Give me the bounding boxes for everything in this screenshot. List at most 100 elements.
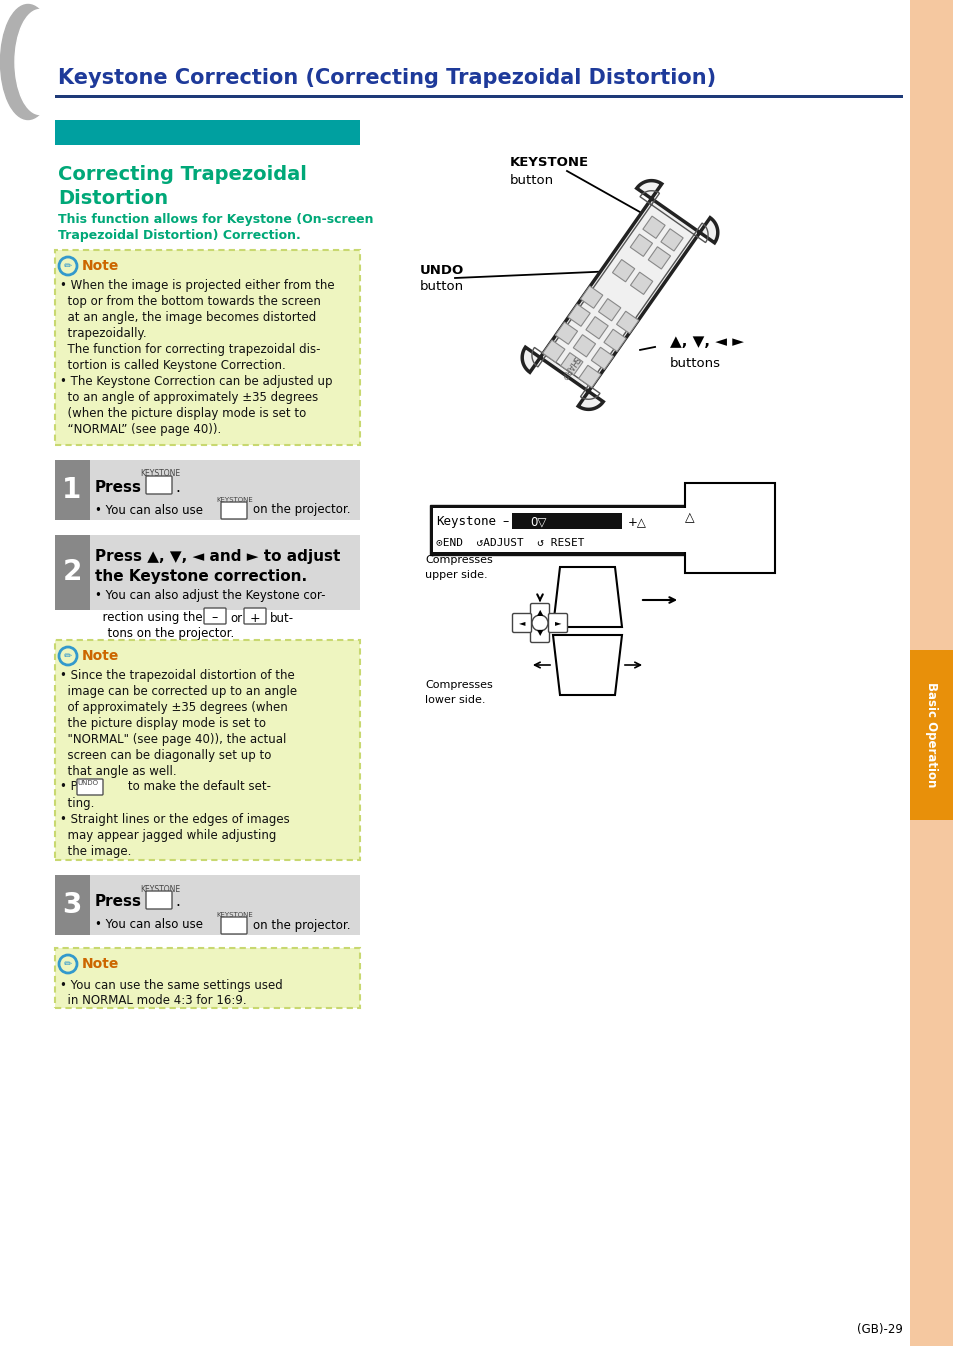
Text: Keystone: Keystone xyxy=(436,516,496,529)
Polygon shape xyxy=(630,272,652,295)
Text: 1: 1 xyxy=(62,476,82,503)
Polygon shape xyxy=(630,234,652,257)
Polygon shape xyxy=(580,285,602,308)
Text: 3: 3 xyxy=(62,891,82,919)
FancyBboxPatch shape xyxy=(55,948,359,1008)
Text: 0▽: 0▽ xyxy=(530,516,546,529)
Text: Press: Press xyxy=(95,895,142,910)
Text: in NORMAL mode 4:3 for 16:9.: in NORMAL mode 4:3 for 16:9. xyxy=(60,995,247,1008)
Text: of approximately ±35 degrees (when: of approximately ±35 degrees (when xyxy=(60,700,288,713)
Text: • Press       to make the default set-: • Press to make the default set- xyxy=(60,781,271,794)
Text: button: button xyxy=(419,280,464,293)
Ellipse shape xyxy=(15,9,65,114)
Text: ✏: ✏ xyxy=(64,958,72,969)
Text: Basic Operation: Basic Operation xyxy=(924,682,938,787)
Bar xyxy=(55,875,90,935)
Bar xyxy=(684,483,774,573)
Text: This function allows for Keystone (On-screen: This function allows for Keystone (On-sc… xyxy=(58,214,374,226)
FancyBboxPatch shape xyxy=(55,639,359,860)
Polygon shape xyxy=(612,260,634,281)
FancyBboxPatch shape xyxy=(146,476,172,494)
Polygon shape xyxy=(591,347,613,370)
Text: UNDO: UNDO xyxy=(77,779,98,786)
Text: –: – xyxy=(502,516,509,529)
Polygon shape xyxy=(642,217,664,238)
Text: ▲: ▲ xyxy=(537,608,542,618)
Text: Compresses: Compresses xyxy=(424,680,493,690)
Text: on the projector.: on the projector. xyxy=(253,918,350,931)
Text: the image.: the image. xyxy=(60,844,132,857)
Text: +: + xyxy=(250,611,260,625)
Text: –: – xyxy=(212,611,218,625)
Text: Note: Note xyxy=(82,957,119,970)
Text: .: . xyxy=(174,479,180,494)
Polygon shape xyxy=(578,365,600,388)
Text: KEYSTONE: KEYSTONE xyxy=(140,470,180,478)
Text: or: or xyxy=(230,611,242,625)
Polygon shape xyxy=(542,341,564,362)
Text: but-: but- xyxy=(270,611,294,625)
Bar xyxy=(55,534,359,610)
Text: may appear jagged while adjusting: may appear jagged while adjusting xyxy=(60,829,276,841)
FancyBboxPatch shape xyxy=(530,603,549,622)
Text: top or from the bottom towards the screen: top or from the bottom towards the scree… xyxy=(60,295,320,307)
Text: Press ▲, ▼, ◄ and ► to adjust: Press ▲, ▼, ◄ and ► to adjust xyxy=(95,549,340,564)
Text: △: △ xyxy=(684,511,694,525)
Text: The function for correcting trapezoidal dis-: The function for correcting trapezoidal … xyxy=(60,342,320,355)
Text: ▼: ▼ xyxy=(537,629,542,638)
Polygon shape xyxy=(555,322,577,345)
Text: to an angle of approximately ±35 degrees: to an angle of approximately ±35 degrees xyxy=(60,390,318,404)
Text: (when the picture display mode is set to: (when the picture display mode is set to xyxy=(60,406,306,420)
Bar xyxy=(909,0,953,1346)
Text: upper side.: upper side. xyxy=(424,569,487,580)
Text: "NORMAL" (see page 40)), the actual: "NORMAL" (see page 40)), the actual xyxy=(60,732,286,746)
Text: • Straight lines or the edges of images: • Straight lines or the edges of images xyxy=(60,813,290,825)
Text: screen can be diagonally set up to: screen can be diagonally set up to xyxy=(60,748,271,762)
Text: the picture display mode is set to: the picture display mode is set to xyxy=(60,716,266,730)
Polygon shape xyxy=(648,246,670,269)
Text: trapezoidally.: trapezoidally. xyxy=(60,327,147,339)
FancyBboxPatch shape xyxy=(221,502,247,520)
Text: Compresses: Compresses xyxy=(424,555,493,565)
Bar xyxy=(55,534,90,610)
Text: at an angle, the image becomes distorted: at an angle, the image becomes distorted xyxy=(60,311,315,323)
Circle shape xyxy=(532,615,547,631)
Text: buttons: buttons xyxy=(669,358,720,370)
Text: • You can also use: • You can also use xyxy=(95,503,203,517)
Polygon shape xyxy=(560,353,582,376)
Bar xyxy=(55,120,359,145)
Polygon shape xyxy=(660,229,682,250)
Text: KEYSTONE: KEYSTONE xyxy=(510,156,589,170)
Text: (GB)-29: (GB)-29 xyxy=(856,1323,902,1337)
FancyBboxPatch shape xyxy=(244,608,266,625)
Text: ✏: ✏ xyxy=(64,651,72,661)
Text: tons on the projector.: tons on the projector. xyxy=(100,626,234,639)
Polygon shape xyxy=(598,299,620,320)
Polygon shape xyxy=(521,180,717,409)
Bar xyxy=(433,507,697,552)
Bar xyxy=(55,460,359,520)
Text: • You can also use: • You can also use xyxy=(95,918,203,931)
Text: ✏: ✏ xyxy=(64,261,72,271)
FancyBboxPatch shape xyxy=(55,250,359,446)
Bar xyxy=(55,875,359,935)
Polygon shape xyxy=(585,316,608,339)
FancyBboxPatch shape xyxy=(204,608,226,625)
Text: image can be corrected up to an angle: image can be corrected up to an angle xyxy=(60,685,296,697)
Text: • You can also adjust the Keystone cor-: • You can also adjust the Keystone cor- xyxy=(95,588,325,602)
Text: +△: +△ xyxy=(627,516,646,529)
Text: lower side.: lower side. xyxy=(424,695,485,705)
FancyBboxPatch shape xyxy=(77,779,103,795)
FancyBboxPatch shape xyxy=(221,917,247,934)
Text: .: . xyxy=(174,895,180,910)
Polygon shape xyxy=(553,635,621,695)
Text: on the projector.: on the projector. xyxy=(253,503,350,517)
Polygon shape xyxy=(573,335,595,357)
FancyBboxPatch shape xyxy=(146,891,172,909)
FancyBboxPatch shape xyxy=(512,614,531,633)
Text: • When the image is projected either from the: • When the image is projected either fro… xyxy=(60,279,335,292)
FancyBboxPatch shape xyxy=(548,614,567,633)
Text: ◄: ◄ xyxy=(518,619,525,627)
Bar xyxy=(512,513,621,529)
Bar xyxy=(430,505,700,555)
